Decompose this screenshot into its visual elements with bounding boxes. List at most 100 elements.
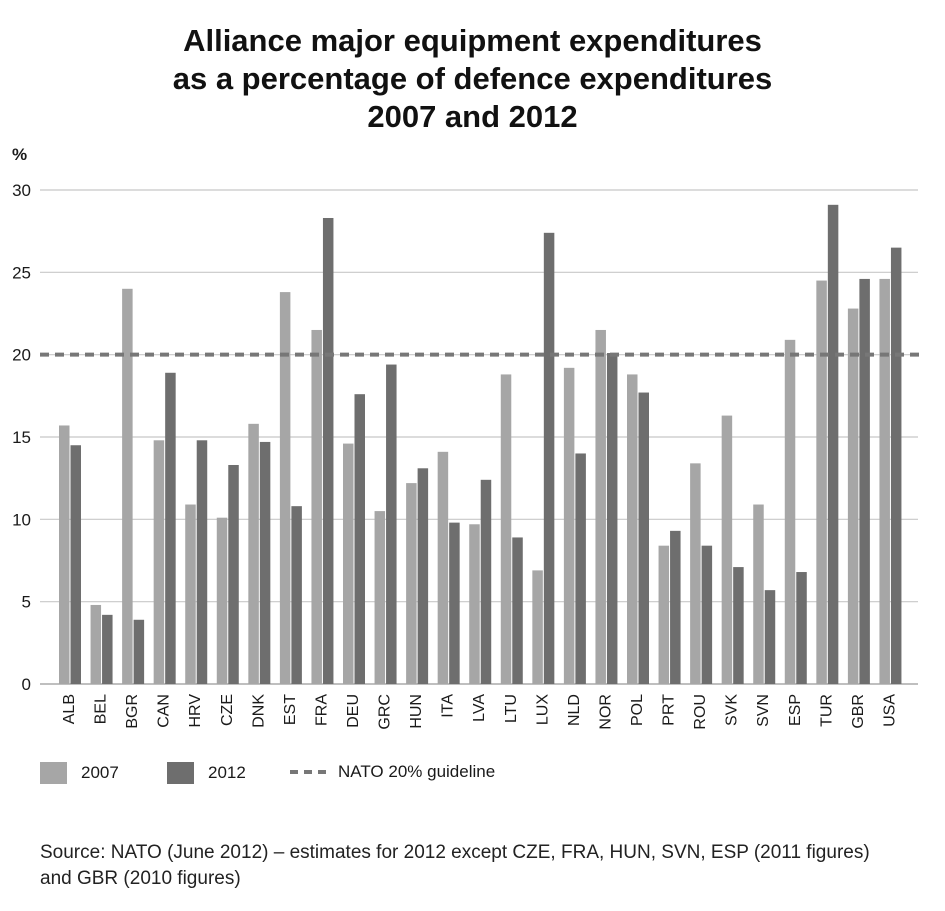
bar-2007-can	[153, 440, 165, 684]
bar-2012-alb	[70, 445, 81, 684]
x-tick-label-can: CAN	[156, 694, 173, 728]
legend-item-2007: 2007	[40, 762, 119, 784]
x-tick-label-svk: SVK	[724, 694, 741, 726]
bar-2007-svk	[721, 415, 733, 684]
bar-2007-usa	[879, 278, 890, 684]
bar-2007-esp	[784, 339, 796, 684]
title-line-1: Alliance major equipment expenditures	[183, 23, 762, 58]
bar-2012-ita	[449, 522, 460, 684]
x-tick-label-tur: TUR	[818, 694, 835, 727]
x-tick-label-lva: LVA	[471, 694, 488, 722]
legend-label-2012: 2012	[208, 763, 246, 782]
legend-label-2007: 2007	[81, 763, 119, 782]
x-tick-label-ita: ITA	[440, 694, 457, 718]
x-tick-label-ltu: LTU	[503, 694, 520, 723]
bar-2007-lux	[532, 570, 543, 684]
bar-2012-esp	[796, 572, 807, 684]
bar-2007-svn	[753, 504, 764, 684]
y-tick-label-30: 30	[12, 181, 31, 200]
bar-2007-tur	[816, 280, 827, 684]
bar-2007-hrv	[185, 504, 196, 684]
bar-2007-hun	[406, 483, 417, 684]
bar-2007-rou	[690, 463, 701, 684]
bar-2012-can	[165, 372, 176, 684]
legend-item-guideline: NATO 20% guideline	[290, 762, 495, 782]
x-tick-label-lux: LUX	[534, 694, 551, 725]
bar-2012-deu	[354, 394, 365, 684]
bar-2012-svk	[733, 567, 744, 684]
bar-2012-grc	[386, 364, 397, 684]
y-tick-label-20: 20	[12, 346, 31, 365]
bar-2012-bgr	[133, 619, 145, 684]
x-tick-label-deu: DEU	[345, 694, 362, 728]
source-note: Source: NATO (June 2012) – estimates for…	[40, 842, 870, 889]
bar-2012-usa	[890, 247, 902, 684]
bar-2012-fra	[322, 217, 334, 684]
x-tick-label-svn: SVN	[755, 694, 772, 727]
bar-2007-fra	[311, 329, 322, 684]
y-tick-label-25: 25	[12, 263, 31, 282]
x-tick-label-gbr: GBR	[850, 694, 867, 729]
x-tick-label-nld: NLD	[566, 694, 583, 726]
bar-2012-est	[291, 506, 302, 684]
bar-2012-bel	[102, 614, 113, 684]
bar-2007-lva	[469, 524, 480, 684]
bar-2012-dnk	[259, 441, 271, 684]
bar-2012-pol	[638, 392, 649, 684]
bar-2012-gbr	[859, 278, 870, 684]
x-tick-label-alb: ALB	[61, 694, 78, 724]
bar-2012-prt	[670, 530, 681, 684]
chart-title: Alliance major equipment expenditures as…	[0, 22, 945, 136]
x-tick-label-usa: USA	[881, 694, 898, 727]
y-tick-label-10: 10	[12, 510, 31, 529]
x-tick-label-esp: ESP	[787, 694, 804, 726]
bar-2007-nld	[563, 367, 575, 684]
y-tick-label-5: 5	[22, 593, 31, 612]
x-tick-label-cze: CZE	[219, 694, 236, 726]
bar-2007-bgr	[122, 288, 133, 684]
title-line-3: 2007 and 2012	[367, 99, 578, 134]
bar-2007-dnk	[248, 423, 259, 684]
x-tick-label-est: EST	[282, 694, 299, 725]
bar-2012-rou	[701, 545, 713, 684]
x-tick-label-nor: NOR	[597, 694, 614, 730]
x-tick-label-grc: GRC	[377, 694, 394, 730]
legend-swatch-guideline	[290, 770, 326, 774]
legend-label-guideline: NATO 20% guideline	[338, 762, 496, 781]
bar-2007-bel	[90, 604, 102, 684]
bar-2007-alb	[59, 425, 70, 684]
bar-2007-ltu	[500, 374, 512, 684]
x-tick-label-hrv: HRV	[187, 694, 204, 728]
bar-chart: % 0 5 10 15 20 25 30 ALB BEL BGR CAN HRV CZE DNK EST FRA…	[12, 145, 925, 730]
legend-swatch-2012	[167, 762, 194, 784]
bar-2012-ltu	[512, 537, 523, 684]
x-tick-label-pol: POL	[629, 694, 646, 726]
legend-swatch-2007	[40, 762, 67, 784]
bar-2007-ita	[437, 451, 449, 684]
bar-2007-deu	[343, 443, 354, 684]
bar-2007-nor	[595, 329, 606, 684]
bar-2012-nld	[575, 453, 586, 684]
x-tick-label-hun: HUN	[408, 694, 425, 729]
bar-2007-prt	[658, 545, 670, 684]
title-line-2: as a percentage of defence expenditures	[172, 61, 773, 96]
x-tick-label-bel: BEL	[93, 694, 110, 724]
bar-2012-lux	[543, 232, 555, 684]
x-tick-label-fra: FRA	[313, 694, 330, 726]
y-tick-label-15: 15	[12, 428, 31, 447]
legend-item-2012: 2012	[167, 762, 246, 784]
bar-2007-est	[279, 292, 291, 684]
x-tick-label-rou: ROU	[692, 694, 709, 730]
bar-2012-tur	[827, 204, 839, 684]
y-axis-label: %	[12, 145, 27, 164]
bar-2007-grc	[374, 511, 386, 684]
bar-2007-gbr	[847, 308, 859, 684]
y-tick-label-0: 0	[22, 675, 31, 694]
bar-2012-cze	[228, 464, 239, 684]
bar-2012-hrv	[196, 440, 208, 684]
x-tick-label-bgr: BGR	[124, 694, 141, 729]
bar-2012-lva	[480, 479, 492, 684]
bar-2012-hun	[417, 468, 429, 684]
bar-2007-pol	[627, 374, 638, 684]
bar-2007-cze	[216, 517, 228, 684]
